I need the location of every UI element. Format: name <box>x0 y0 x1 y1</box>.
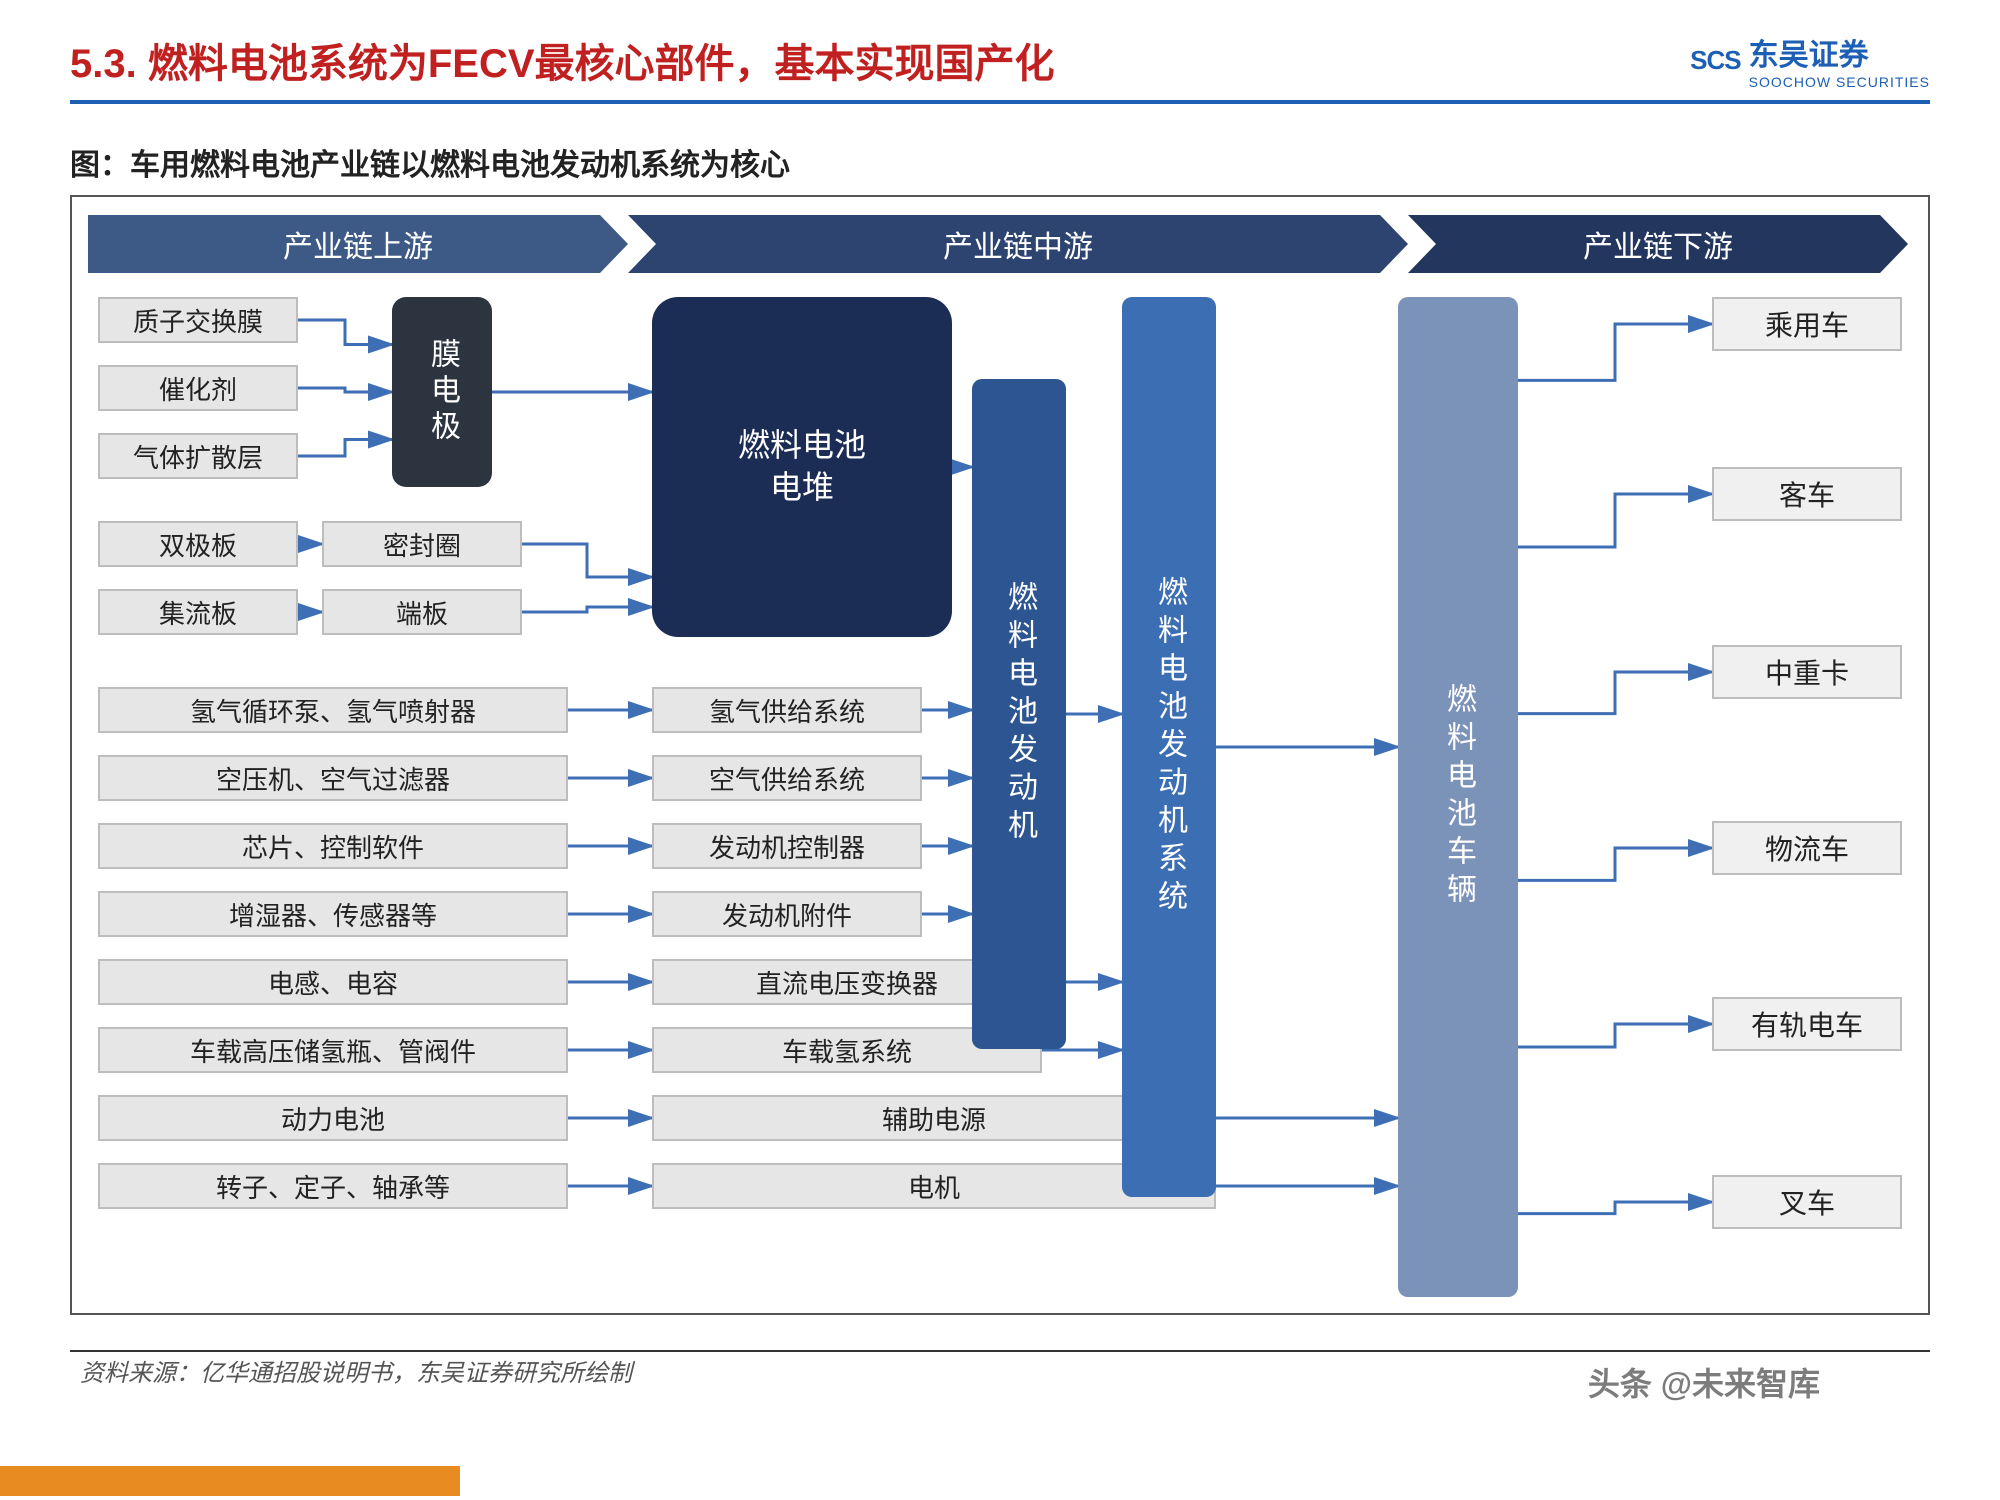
upstream-box: 双极板 <box>98 521 298 567</box>
downstream-box: 叉车 <box>1712 1175 1902 1229</box>
logo-cn: 东吴证券 <box>1749 30 1930 74</box>
upstream-wide-box: 电感、电容 <box>98 959 568 1005</box>
source-divider <box>70 1350 1930 1352</box>
brand-logo: SCS 东吴证券 SOOCHOW SECURITIES <box>1690 30 1930 90</box>
fuel-cell-stack: 燃料电池 电堆 <box>652 297 952 637</box>
subsystem-box: 氢气供给系统 <box>652 687 922 733</box>
upstream-box: 密封圈 <box>322 521 522 567</box>
downstream-box: 中重卡 <box>1712 645 1902 699</box>
title-underline <box>70 100 1930 104</box>
footer-accent <box>0 1466 460 1496</box>
figure-subtitle: 图：车用燃料电池产业链以燃料电池发动机系统为核心 <box>70 140 790 184</box>
stage-midstream: 产业链中游 <box>628 215 1408 273</box>
upstream-wide-box: 增湿器、传感器等 <box>98 891 568 937</box>
upstream-wide-box: 空压机、空气过滤器 <box>98 755 568 801</box>
upstream-box: 催化剂 <box>98 365 298 411</box>
diagram-frame: 产业链上游 产业链中游 产业链下游 质子交换膜催化剂气体扩散层 膜电极双极板密封圈… <box>70 195 1930 1315</box>
downstream-box: 客车 <box>1712 467 1902 521</box>
upstream-wide-box: 芯片、控制软件 <box>98 823 568 869</box>
downstream-box: 乘用车 <box>1712 297 1902 351</box>
upstream-wide-box: 车载高压储氢瓶、管阀件 <box>98 1027 568 1073</box>
stage-downstream: 产业链下游 <box>1408 215 1908 273</box>
subsystem-box: 空气供给系统 <box>652 755 922 801</box>
upstream-box: 端板 <box>322 589 522 635</box>
subsystem-box: 发动机附件 <box>652 891 922 937</box>
vehicle-column: 燃料电池车辆 <box>1398 297 1518 1297</box>
upstream-wide-box: 动力电池 <box>98 1095 568 1141</box>
stage-upstream: 产业链上游 <box>88 215 628 273</box>
subsystem-box: 发动机控制器 <box>652 823 922 869</box>
source-text: 资料来源：亿华通招股说明书，东吴证券研究所绘制 <box>80 1353 632 1388</box>
upstream-wide-box: 转子、定子、轴承等 <box>98 1163 568 1209</box>
downstream-box: 有轨电车 <box>1712 997 1902 1051</box>
page-title: 5.3. 燃料电池系统为FECV最核心部件，基本实现国产化 <box>70 31 1055 89</box>
system-column: 燃料电池发动机系统 <box>1122 297 1216 1197</box>
upstream-box: 集流板 <box>98 589 298 635</box>
downstream-box: 物流车 <box>1712 821 1902 875</box>
logo-en: SOOCHOW SECURITIES <box>1749 74 1930 90</box>
upstream-box: 质子交换膜 <box>98 297 298 343</box>
engine-column: 燃料电池发动机 <box>972 379 1066 1049</box>
logo-mark: SCS <box>1690 45 1740 76</box>
upstream-wide-box: 氢气循环泵、氢气喷射器 <box>98 687 568 733</box>
mea-box: 膜电极 <box>392 297 492 487</box>
watermark: 头条 @未来智库 <box>1588 1359 1820 1405</box>
upstream-box: 气体扩散层 <box>98 433 298 479</box>
